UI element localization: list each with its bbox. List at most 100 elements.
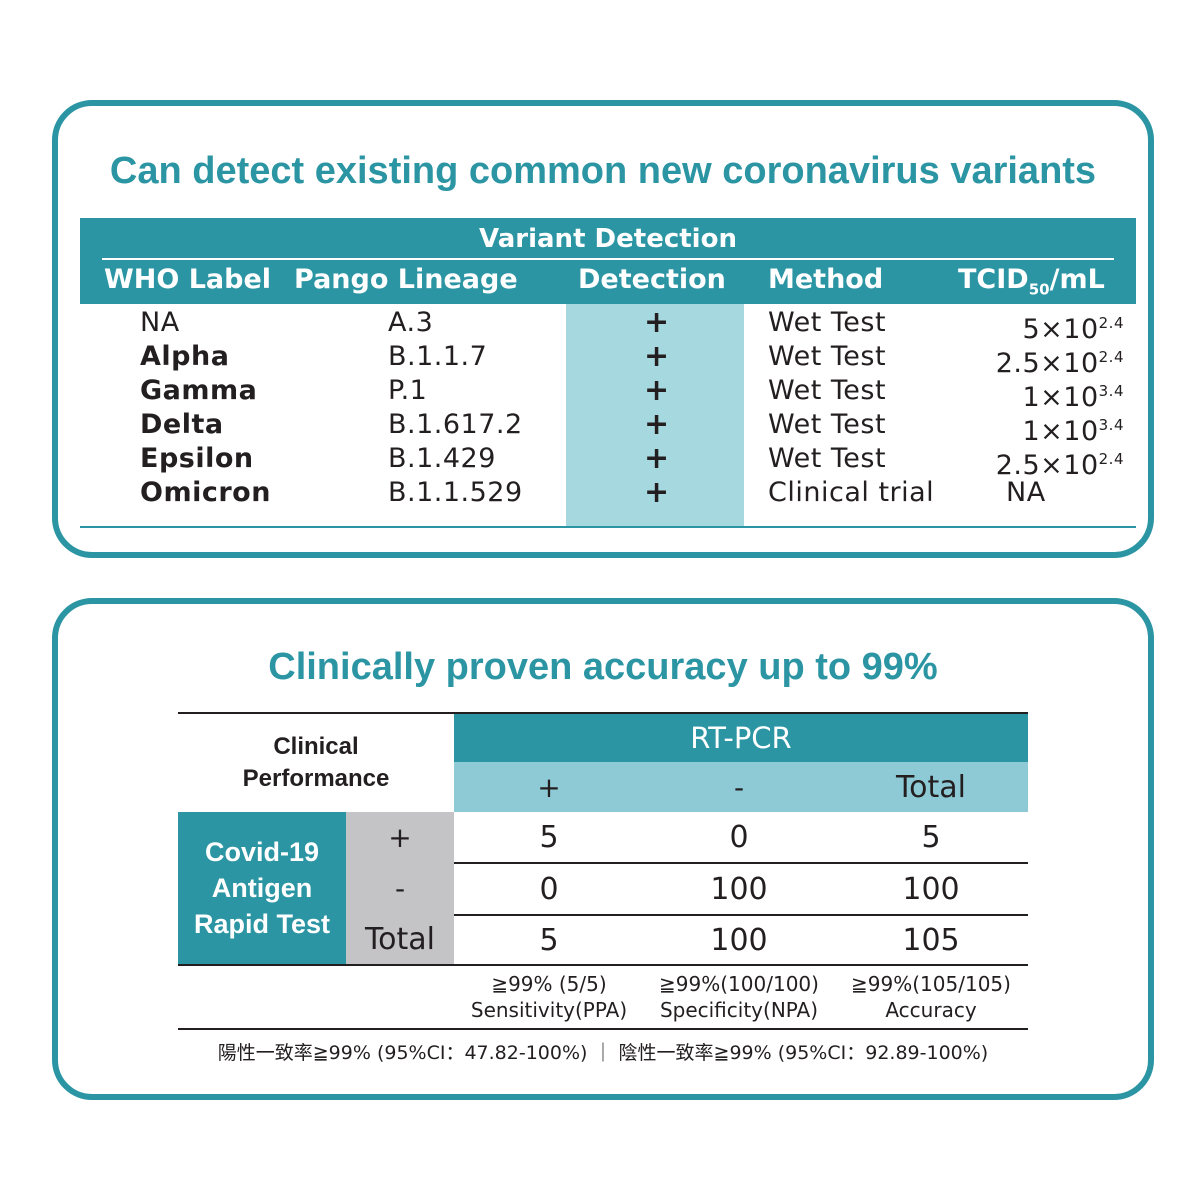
method: Wet Test	[768, 307, 887, 338]
method: Wet Test	[768, 443, 887, 474]
detection-plus: +	[644, 475, 670, 510]
value-cell: 105	[902, 922, 960, 958]
detection-column-band	[566, 304, 744, 526]
tcid-base: 5×10	[1022, 314, 1099, 345]
detection-plus: +	[644, 407, 670, 442]
ref-col-plus: +	[454, 762, 644, 812]
table-row: Epsilon B.1.429 + Wet Test 2.5×102.4	[58, 441, 1158, 482]
value-cell: 100	[710, 922, 768, 958]
pango-lineage: B.1.1.529	[388, 477, 523, 508]
row-label-total: Total	[346, 914, 454, 964]
ref-col-total: Total	[834, 762, 1028, 812]
metric-value: ≧99%(100/100)	[659, 972, 819, 996]
who-label: NA	[140, 307, 180, 338]
sensitivity-metric: ≧99% (5/5) Sensitivity(PPA)	[454, 968, 644, 1026]
metric-name: Specificity(NPA)	[659, 998, 819, 1022]
detection-plus: +	[644, 305, 670, 340]
table-top-rule	[178, 712, 1028, 714]
tcid-exponent: 2.4	[1098, 348, 1124, 366]
table-row: NA A.3 + Wet Test 5×102.4	[58, 305, 1158, 346]
rt-pcr-header: RT-PCR	[454, 714, 1028, 762]
tcid-base: 2.5×10	[995, 348, 1099, 379]
tcid-unit: /mL	[1049, 264, 1105, 295]
metrics-bottom-rule	[178, 1028, 1028, 1030]
accuracy-title: Clinically proven accuracy up to 99%	[268, 646, 938, 688]
row-label-minus: -	[346, 862, 454, 914]
tcid-label: TCID	[958, 264, 1029, 295]
detection-plus: +	[644, 339, 670, 374]
test-label-line3: Rapid Test	[193, 909, 330, 939]
value-cell: 0	[729, 819, 749, 855]
row-divider	[454, 862, 1028, 864]
metric-name: Accuracy	[885, 998, 977, 1022]
method: Clinical trial	[768, 477, 935, 508]
table-row: Delta B.1.617.2 + Wet Test 1×103.4	[58, 407, 1158, 448]
corner-label-line1: Clinical	[273, 733, 359, 760]
test-label-line1: Covid-19	[204, 837, 320, 867]
method: Wet Test	[768, 341, 887, 372]
metric-value: ≧99% (5/5)	[491, 972, 607, 996]
variant-table-caption: Variant Detection	[479, 224, 737, 254]
value-cell: 0	[539, 871, 559, 907]
col-header-method: Method	[768, 264, 884, 295]
tcid-base: 2.5×10	[995, 450, 1099, 481]
clinical-accuracy-panel: Clinically proven accuracy up to 99% Cli…	[52, 598, 1154, 1100]
variant-table-header: Variant Detection WHO Label Pango Lineag…	[80, 218, 1136, 304]
col-header-who: WHO Label	[104, 264, 272, 295]
value-cell: 100	[710, 871, 768, 907]
who-label: Epsilon	[140, 443, 254, 474]
pango-lineage: A.3	[388, 307, 434, 338]
test-label-cell: Covid-19 Antigen Rapid Test	[178, 812, 346, 964]
method: Wet Test	[768, 409, 887, 440]
corner-label-line2: Performance	[242, 765, 390, 792]
col-header-tcid: TCID50/mL	[958, 264, 1105, 298]
table-row: Gamma P.1 + Wet Test 1×103.4	[58, 373, 1158, 414]
ref-col-minus: -	[644, 762, 834, 812]
who-label: Gamma	[140, 375, 258, 406]
value-cell: 100	[902, 871, 960, 907]
tcid-base: 1×10	[1022, 416, 1099, 447]
tcid-value: 2.5×102.4	[996, 340, 1124, 381]
tcid-exponent: 2.4	[1098, 450, 1124, 468]
tcid-base: 1×10	[1022, 382, 1099, 413]
tcid-value: 2.5×102.4	[996, 442, 1124, 483]
specificity-metric: ≧99%(100/100) Specificity(NPA)	[644, 968, 834, 1026]
method: Wet Test	[768, 375, 887, 406]
variant-table-bottom-rule	[80, 526, 1136, 528]
pango-lineage: B.1.1.7	[388, 341, 488, 372]
detection-plus: +	[644, 373, 670, 408]
clinical-performance-table: Clinical Performance RT-PCR + - Total Co…	[178, 712, 1034, 1082]
row-divider	[454, 914, 1028, 916]
variants-title: Can detect existing common new coronavir…	[109, 150, 1097, 192]
metric-value: ≧99%(105/105)	[851, 972, 1011, 996]
tcid-value: 1×103.4	[1022, 408, 1124, 449]
confidence-interval-footnote: 陽性一致率≧99% (95%CI：47.82-100%) ｜ 陰性一致率≧99%…	[217, 1041, 989, 1064]
table-row: Omicron B.1.1.529 + Clinical trial NA	[58, 476, 1158, 510]
value-cell: 5	[921, 819, 941, 855]
tcid-subscript: 50	[1028, 280, 1050, 299]
who-label: Alpha	[140, 341, 230, 372]
tcid-value: NA	[1006, 477, 1046, 508]
who-label: Omicron	[140, 477, 271, 508]
tcid-exponent: 3.4	[1098, 416, 1124, 434]
tcid-exponent: 2.4	[1098, 314, 1124, 332]
metric-name: Sensitivity(PPA)	[470, 998, 628, 1022]
row-label-plus: +	[346, 812, 454, 862]
pango-lineage: B.1.429	[388, 443, 496, 474]
pango-lineage: B.1.617.2	[388, 409, 523, 440]
tcid-value: 1×103.4	[1022, 374, 1124, 415]
pango-lineage: P.1	[388, 375, 428, 406]
detection-plus: +	[644, 441, 670, 476]
col-header-detection: Detection	[578, 264, 726, 295]
tcid-value: 5×102.4	[1022, 306, 1124, 347]
who-label: Delta	[140, 409, 224, 440]
table-row: Alpha B.1.1.7 + Wet Test 2.5×102.4	[58, 339, 1158, 380]
test-label-line2: Antigen	[211, 873, 313, 903]
accuracy-metric: ≧99%(105/105) Accuracy	[834, 968, 1028, 1026]
value-cell: 5	[539, 819, 559, 855]
value-cell: 5	[539, 922, 559, 958]
corner-cell: Clinical Performance	[178, 714, 454, 812]
caption-divider	[102, 258, 1114, 260]
table-body-bottom-rule	[178, 964, 1028, 966]
variant-detection-panel: Can detect existing common new coronavir…	[52, 100, 1154, 558]
